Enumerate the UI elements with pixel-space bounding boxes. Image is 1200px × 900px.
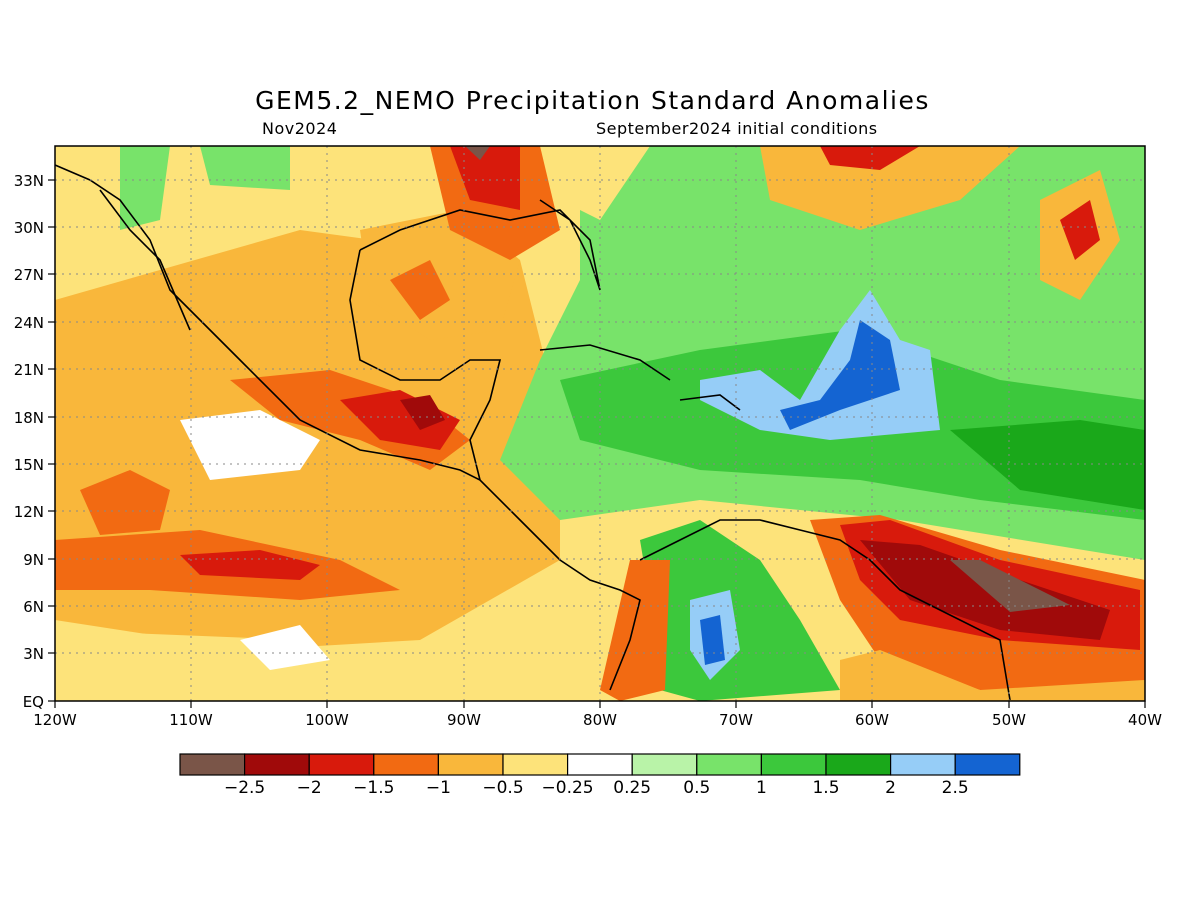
lat-label-18n: 18N <box>14 409 44 427</box>
pacific-dry-core <box>180 550 320 580</box>
colorbar-labels: −2.5 −2 −1.5 −1 −0.5 −0.25 0.25 0.5 1 1.5 2 2.5 <box>224 778 969 798</box>
colorbar-label: 0.5 <box>683 778 710 798</box>
lat-label-3n: 3N <box>23 645 44 663</box>
pacific-colombia-dry <box>600 560 670 701</box>
colorbar-swatches <box>179 753 1021 776</box>
gulf-coastline <box>359 199 601 291</box>
pacific-weak-dry <box>55 630 420 701</box>
pacific-coastline <box>54 164 641 691</box>
colorbar-swatch <box>889 753 956 776</box>
hispaniola <box>679 394 741 411</box>
valid-month-label: Nov2024 <box>262 119 338 138</box>
map-title: GEM5.2_NEMO Precipitation Standard Anoma… <box>255 86 930 115</box>
lon-label-50w: 50W <box>992 711 1026 729</box>
southeast-us-extreme <box>465 146 490 160</box>
lon-label-110w: 110W <box>169 711 213 729</box>
pacific-dry-spot <box>80 470 170 535</box>
baja-california <box>99 189 191 331</box>
cuba <box>539 344 671 381</box>
colorbar-swatch <box>502 753 569 776</box>
colorbar-swatch <box>631 753 698 776</box>
lat-tick-marks <box>48 179 55 702</box>
lat-label-21n: 21N <box>14 361 44 379</box>
colorbar: −2.5 −2 −1.5 −1 −0.5 −0.25 0.25 0.5 1 1.5 2 2.5 <box>179 753 1021 798</box>
lat-label-15n: 15N <box>14 456 44 474</box>
colorbar-label: −0.25 <box>542 778 594 798</box>
colorbar-label: 0.25 <box>613 778 651 798</box>
lat-label-30n: 30N <box>14 219 44 237</box>
subtropical-dry-core <box>1060 200 1100 260</box>
mexico-very-dry <box>400 395 445 430</box>
lon-label-100w: 100W <box>305 711 349 729</box>
yucatan-coastline <box>349 249 502 481</box>
lat-label-24n: 24N <box>14 314 44 332</box>
lon-label-70w: 70W <box>719 711 753 729</box>
lat-tick-labels: EQ 3N 6N 9N 12N 15N 18N 21N 24N 27N 30N … <box>14 172 44 711</box>
anomaly-field <box>55 146 1145 701</box>
gulf-dry-core <box>390 260 450 320</box>
colombia-wet <box>640 520 840 701</box>
colorbar-swatch <box>244 753 310 776</box>
southwest-us-wet <box>200 146 290 190</box>
caribbean-very-wet <box>700 290 940 440</box>
colorbar-label: 1 <box>756 778 767 798</box>
atlantic-wet-core <box>950 420 1145 510</box>
colorbar-swatch <box>437 753 504 776</box>
colorbar-label: 2.5 <box>942 778 969 798</box>
colorbar-swatch <box>954 753 1021 776</box>
southeast-us-dry-core <box>450 146 520 210</box>
lat-label-6n: 6N <box>23 598 44 616</box>
colorbar-swatch <box>308 753 375 776</box>
coastlines <box>54 164 1011 701</box>
guianas-extreme-dry <box>950 560 1070 612</box>
lat-label-12n: 12N <box>14 503 44 521</box>
lon-tick-labels: 120W 110W 100W 90W 80W 70W 60W 50W 40W <box>33 711 1162 729</box>
north-atlantic-dry-core <box>820 146 920 170</box>
lat-label-9n: 9N <box>23 551 44 569</box>
colorbar-swatch <box>373 753 439 776</box>
lon-label-120w: 120W <box>33 711 77 729</box>
colorbar-label: −2.5 <box>224 778 265 798</box>
colorbar-swatch <box>566 753 633 776</box>
florida-dry <box>580 146 650 220</box>
colorbar-label: −1.5 <box>353 778 394 798</box>
colorbar-label: −0.5 <box>482 778 523 798</box>
colorbar-swatch <box>696 753 762 776</box>
lat-label-eq: EQ <box>23 693 44 711</box>
brazil-dry <box>840 650 1145 701</box>
colorbar-label: 2 <box>885 778 896 798</box>
north-atlantic-dry <box>760 146 1020 230</box>
lon-label-80w: 80W <box>583 711 617 729</box>
colorbar-label: 1.5 <box>812 778 839 798</box>
south-america-coastline <box>639 519 1011 701</box>
grid-lines <box>55 146 1145 701</box>
pacific-neutral-patch <box>240 625 330 670</box>
colorbar-label: −1 <box>426 778 451 798</box>
colorbar-swatch <box>179 753 246 776</box>
lon-label-40w: 40W <box>1128 711 1162 729</box>
lat-label-27n: 27N <box>14 266 44 284</box>
lat-label-33n: 33N <box>14 172 44 190</box>
colorbar-label: −2 <box>297 778 322 798</box>
baja-wet <box>120 146 170 230</box>
colorbar-swatch <box>825 753 892 776</box>
lon-label-60w: 60W <box>855 711 889 729</box>
lon-label-90w: 90W <box>447 711 481 729</box>
pacific-neutral-patch-2 <box>180 410 320 480</box>
initial-conditions-label: September2024 initial conditions <box>596 119 878 138</box>
colorbar-swatch <box>760 753 827 776</box>
lon-tick-marks <box>54 701 1146 708</box>
caribbean-extreme-wet <box>780 320 900 430</box>
